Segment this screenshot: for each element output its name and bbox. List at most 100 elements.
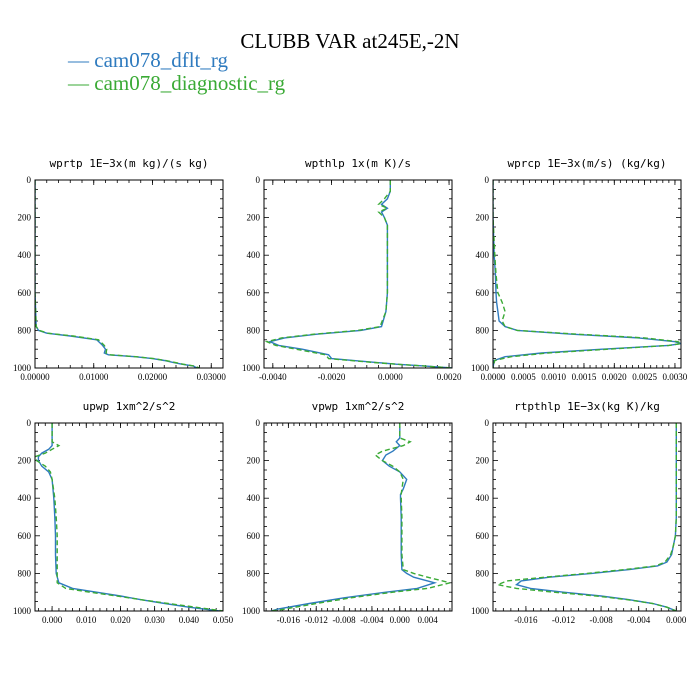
x-tick-label: -0.012 <box>305 615 328 625</box>
series-line-dflt <box>493 180 681 368</box>
x-tick-label: 0.0025 <box>632 372 657 382</box>
series-line-dflt <box>37 423 220 611</box>
plot-frame <box>492 422 682 612</box>
series-line-diagnostic <box>495 423 677 611</box>
panel-title: wprcp 1E−3x(m/s) (kg/kg) <box>508 157 667 170</box>
plot-frame <box>263 179 453 369</box>
panel-title: vpwp 1xm^2/s^2 <box>312 400 405 413</box>
x-tick-label: -0.016 <box>514 615 538 625</box>
x-tick-label: -0.0020 <box>318 372 346 382</box>
x-tick-label: 0.0020 <box>602 372 627 382</box>
x-tick-label: 0.0030 <box>663 372 688 382</box>
x-tick-label: 0.030 <box>145 615 166 625</box>
plot-frame <box>263 422 453 612</box>
x-tick-label: 0.0010 <box>541 372 566 382</box>
legend-entry-dflt: — cam078_dflt_rg <box>67 48 229 72</box>
y-tick-label: 0 <box>485 418 490 428</box>
plot-frame <box>492 179 682 369</box>
series-line-diagnostic <box>493 180 681 368</box>
x-tick-label: -0.004 <box>360 615 384 625</box>
x-tick-label: -0.016 <box>277 615 301 625</box>
panel-4: upwp 1xm^2/s^2 0 200 400 600 800 1000 0.000 0.01… <box>13 400 234 625</box>
series-line-dflt <box>514 423 677 611</box>
y-tick-label: 800 <box>18 568 32 578</box>
y-tick-label: 400 <box>476 493 490 503</box>
y-tick-label: 0 <box>27 418 32 428</box>
y-tick-label: 600 <box>476 288 490 298</box>
x-tick-label: -0.004 <box>627 615 651 625</box>
y-tick-label: 400 <box>18 493 32 503</box>
y-tick-label: 200 <box>476 456 490 466</box>
x-tick-label: 0.050 <box>213 615 234 625</box>
y-tick-label: 600 <box>18 288 32 298</box>
y-tick-label: 600 <box>18 531 32 541</box>
x-tick-label: 0.000 <box>666 615 687 625</box>
y-tick-label: 200 <box>18 456 32 466</box>
panel-1: wprtp 1E−3x(m kg)/(s kg) 0 200 400 600 800 100… <box>13 157 226 382</box>
x-tick-label: -0.012 <box>552 615 575 625</box>
x-tick-label: -0.008 <box>589 615 613 625</box>
x-tick-label: 0.0005 <box>511 372 536 382</box>
series-line-dflt <box>267 180 452 368</box>
x-tick-label: -0.008 <box>332 615 356 625</box>
panel-2: wpthlp 1x(m K)/s 0 200 400 600 800 1000-0.0040… <box>242 157 462 382</box>
y-tick-label: 1000 <box>242 363 261 373</box>
y-tick-label: 400 <box>247 250 261 260</box>
x-tick-label: 0.03000 <box>197 372 227 382</box>
x-tick-label: 0.02000 <box>138 372 168 382</box>
x-tick-label: 0.040 <box>179 615 200 625</box>
y-tick-label: 1000 <box>242 606 261 616</box>
y-tick-label: 200 <box>476 213 490 223</box>
x-tick-label: 0.00000 <box>20 372 50 382</box>
x-tick-label: 0.004 <box>418 615 439 625</box>
series-line-diagnostic <box>270 423 451 611</box>
x-tick-label: 0.010 <box>76 615 97 625</box>
x-tick-label: 0.000 <box>42 615 63 625</box>
x-tick-label: 0.020 <box>110 615 131 625</box>
y-tick-label: 800 <box>247 325 261 335</box>
y-tick-label: 1000 <box>471 606 490 616</box>
legend-entry-diagnostic: — cam078_diagnostic_rg <box>67 71 286 95</box>
y-tick-label: 200 <box>18 213 32 223</box>
series-line-diagnostic <box>264 180 452 368</box>
y-tick-label: 1000 <box>13 606 32 616</box>
y-tick-label: 600 <box>476 531 490 541</box>
x-tick-label: 0.0015 <box>572 372 597 382</box>
panel-title: wpthlp 1x(m K)/s <box>305 157 411 170</box>
series-line-dflt <box>35 180 197 368</box>
panel-5: vpwp 1xm^2/s^2 0 200 400 600 800 1000 -0.016 -0.… <box>242 400 453 625</box>
y-tick-label: 800 <box>476 325 490 335</box>
x-tick-label: 0.000 <box>390 615 411 625</box>
panel-title: wprtp 1E−3x(m kg)/(s kg) <box>50 157 209 170</box>
panels: wprtp 1E−3x(m kg)/(s kg) 0 200 400 600 800 100… <box>13 157 688 625</box>
plot-frame <box>34 422 224 612</box>
y-tick-label: 1000 <box>471 363 490 373</box>
y-tick-label: 0 <box>256 418 261 428</box>
y-tick-label: 800 <box>476 568 490 578</box>
panel-3: wprcp 1E−3x(m/s) (kg/kg) 0 200 400 600 800 100… <box>471 157 688 382</box>
x-tick-label: 0.0000 <box>378 372 403 382</box>
y-tick-label: 0 <box>27 175 32 185</box>
y-tick-label: 0 <box>256 175 261 185</box>
x-tick-label: 0.0000 <box>481 372 506 382</box>
y-tick-label: 600 <box>247 531 261 541</box>
series-line-diagnostic <box>35 423 223 611</box>
y-tick-label: 400 <box>476 250 490 260</box>
series-line-dflt <box>270 423 438 611</box>
y-tick-label: 800 <box>247 568 261 578</box>
series-line-diagnostic <box>35 180 200 368</box>
panel-title: rtpthlp 1E−3x(kg K)/kg <box>514 400 660 413</box>
x-tick-label: 0.01000 <box>79 372 109 382</box>
plot-frame <box>34 179 224 369</box>
panel-6: rtpthlp 1E−3x(kg K)/kg 0 200 400 600 800 1000 -… <box>471 400 687 625</box>
figure-title: CLUBB VAR at245E,-2N <box>240 29 459 53</box>
y-tick-label: 200 <box>247 213 261 223</box>
y-tick-label: 400 <box>18 250 32 260</box>
panel-title: upwp 1xm^2/s^2 <box>83 400 176 413</box>
y-tick-label: 0 <box>485 175 490 185</box>
y-tick-label: 800 <box>18 325 32 335</box>
x-tick-label: 0.0020 <box>437 372 462 382</box>
y-tick-label: 200 <box>247 456 261 466</box>
x-tick-label: -0.0040 <box>259 372 287 382</box>
